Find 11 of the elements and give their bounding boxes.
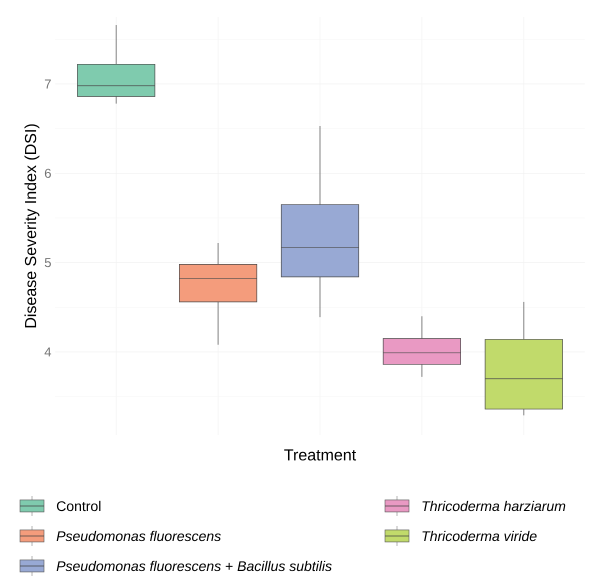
- y-tick-label: 6: [44, 168, 51, 178]
- x-axis-title: Treatment: [284, 449, 356, 460]
- y-axis-title: Disease Severity Index (DSI): [24, 124, 40, 328]
- y-tick-label: 5: [44, 258, 51, 268]
- legend-label: Control: [56, 500, 100, 512]
- legend-label: Thricoderma harziarum: [422, 500, 566, 512]
- legend-label: Thricoderma viride: [422, 530, 537, 542]
- y-tick-label: 4: [44, 347, 52, 356]
- legend-label: Pseudomonas fluorescens: [56, 530, 221, 542]
- y-tick-label: 7: [44, 79, 51, 88]
- legend-label: Pseudomonas fluorescens + Bacillus subtilis: [56, 560, 332, 572]
